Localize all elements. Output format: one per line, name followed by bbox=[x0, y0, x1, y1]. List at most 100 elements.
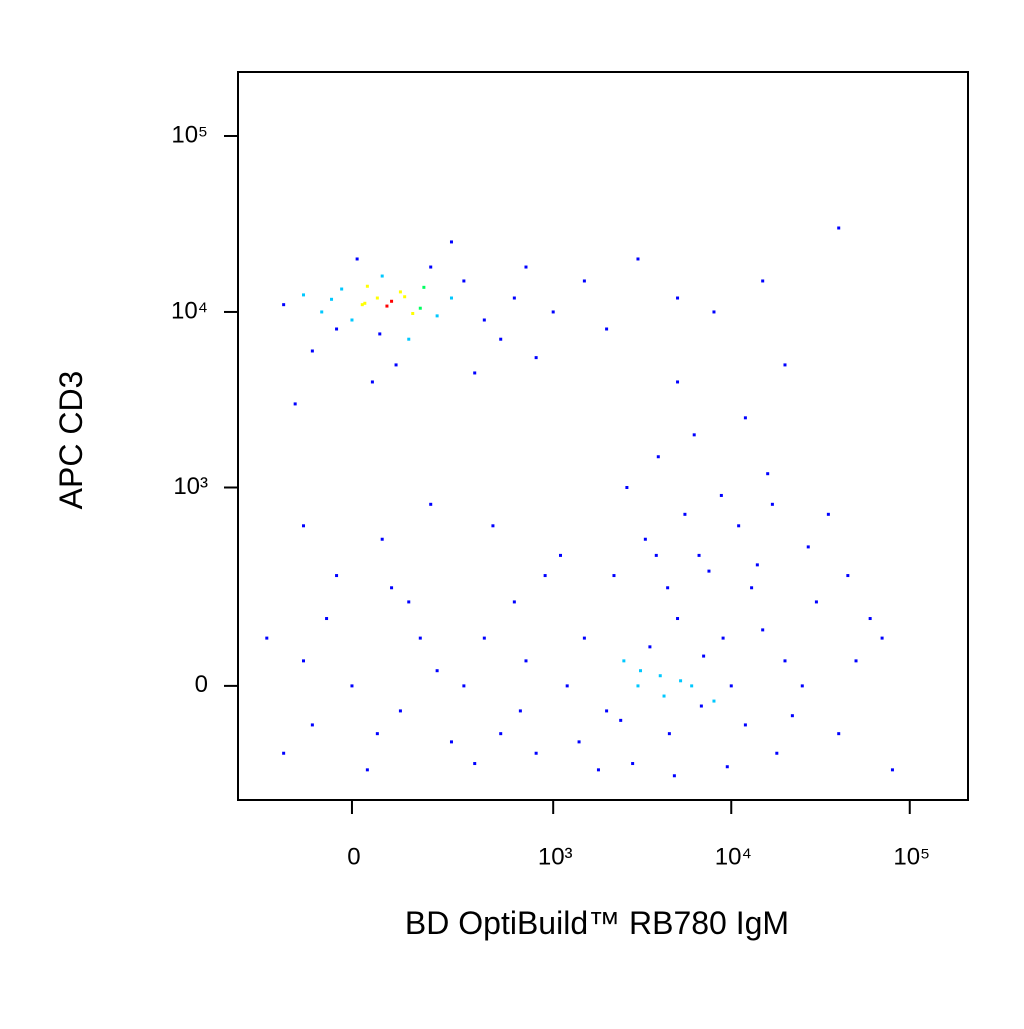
event-dot bbox=[543, 574, 547, 578]
event-dot bbox=[636, 257, 640, 261]
event-dot bbox=[330, 297, 334, 301]
event-dot bbox=[302, 293, 306, 297]
event-dot bbox=[449, 240, 453, 244]
event-dot bbox=[667, 732, 671, 736]
event-dot bbox=[577, 740, 581, 744]
event-dot bbox=[449, 296, 453, 300]
event-dot bbox=[890, 768, 894, 772]
event-dot bbox=[783, 363, 787, 367]
event-dot bbox=[770, 502, 774, 506]
event-dot bbox=[800, 684, 804, 688]
event-dot bbox=[737, 524, 741, 528]
event-dot bbox=[712, 699, 716, 703]
event-dot bbox=[743, 723, 747, 727]
event-dot bbox=[702, 654, 706, 658]
event-dot bbox=[551, 310, 555, 314]
event-dot bbox=[683, 512, 687, 516]
event-dot bbox=[880, 636, 884, 640]
event-dot bbox=[365, 768, 369, 772]
event-dot bbox=[310, 723, 314, 727]
event-dot bbox=[282, 751, 286, 755]
event-dot bbox=[534, 751, 538, 755]
event-dot bbox=[837, 732, 841, 736]
event-dot bbox=[473, 371, 477, 375]
event-dot bbox=[719, 493, 723, 497]
event-dot bbox=[512, 296, 516, 300]
event-dot bbox=[429, 502, 433, 506]
event-dot bbox=[648, 645, 652, 649]
event-dot bbox=[761, 628, 765, 632]
event-dot bbox=[854, 659, 858, 663]
event-dot bbox=[512, 600, 516, 604]
event-dot bbox=[355, 257, 359, 261]
event-dot bbox=[868, 617, 872, 621]
event-dot bbox=[643, 537, 647, 541]
event-dot bbox=[394, 363, 398, 367]
event-dot bbox=[775, 751, 779, 755]
event-dot bbox=[707, 569, 711, 573]
event-dot bbox=[625, 486, 629, 490]
y-axis-label: APC CD3 bbox=[53, 371, 89, 510]
event-dot bbox=[790, 714, 794, 718]
event-dot bbox=[676, 296, 680, 300]
event-dot bbox=[429, 265, 433, 269]
event-dot bbox=[622, 659, 626, 663]
event-dot bbox=[631, 762, 635, 766]
event-dot bbox=[814, 600, 818, 604]
event-dot bbox=[390, 299, 394, 303]
event-dot bbox=[806, 545, 810, 549]
event-dot bbox=[582, 636, 586, 640]
event-dot bbox=[350, 318, 354, 322]
event-dot bbox=[676, 380, 680, 384]
event-dot bbox=[766, 472, 770, 476]
event-dot bbox=[310, 349, 314, 353]
event-dot bbox=[499, 337, 503, 341]
event-dot bbox=[398, 290, 402, 294]
event-dot bbox=[518, 709, 522, 713]
y-tick-label: 0 bbox=[195, 671, 208, 698]
event-dot bbox=[418, 636, 422, 640]
event-dot bbox=[690, 684, 694, 688]
event-dot bbox=[656, 455, 660, 459]
event-dot bbox=[365, 284, 369, 288]
event-dot bbox=[350, 684, 354, 688]
event-dot bbox=[761, 279, 765, 283]
event-dot bbox=[265, 636, 269, 640]
event-dot bbox=[390, 586, 394, 590]
event-dot bbox=[755, 563, 759, 567]
event-dot bbox=[335, 327, 339, 331]
event-dot bbox=[435, 314, 439, 318]
event-dot bbox=[605, 709, 609, 713]
y-tick-label: 10⁵ bbox=[171, 121, 208, 148]
event-dot bbox=[619, 718, 623, 722]
event-dot bbox=[721, 636, 725, 640]
event-dot bbox=[743, 416, 747, 420]
event-dot bbox=[380, 274, 384, 278]
event-dot bbox=[375, 296, 379, 300]
event-dot bbox=[385, 304, 389, 308]
event-dot bbox=[534, 356, 538, 360]
event-dot bbox=[422, 285, 426, 289]
event-dot bbox=[639, 669, 643, 673]
event-dot bbox=[435, 669, 439, 673]
event-dot bbox=[282, 303, 286, 307]
x-tick-label: 10⁴ bbox=[715, 843, 752, 870]
event-dot bbox=[302, 524, 306, 528]
event-dot bbox=[449, 740, 453, 744]
event-dot bbox=[697, 553, 701, 557]
event-dot bbox=[565, 684, 569, 688]
event-dot bbox=[666, 586, 670, 590]
y-tick-label: 10³ bbox=[173, 473, 208, 500]
x-axis-label: BD OptiBuild™ RB780 IgM bbox=[405, 905, 789, 941]
event-dot bbox=[398, 709, 402, 713]
plot-frame bbox=[237, 71, 969, 801]
event-dot bbox=[559, 553, 563, 557]
event-dot bbox=[636, 684, 640, 688]
event-dot bbox=[325, 617, 329, 621]
event-dot bbox=[482, 318, 486, 322]
event-dot bbox=[612, 574, 616, 578]
x-tick-label: 0 bbox=[347, 843, 360, 870]
event-dot bbox=[826, 512, 830, 516]
event-dot bbox=[473, 762, 477, 766]
